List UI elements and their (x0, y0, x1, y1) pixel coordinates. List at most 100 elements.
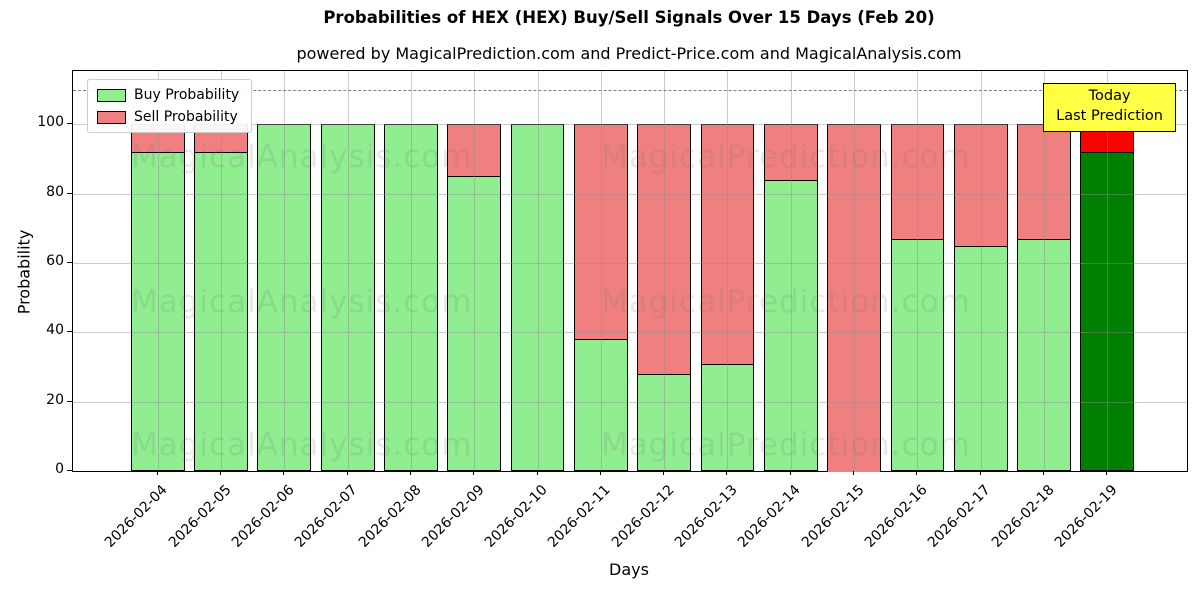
bar-2026-02-15 (822, 71, 885, 472)
v-gridline (727, 71, 729, 471)
legend-swatch (97, 110, 126, 124)
bar-2026-02-17 (949, 71, 1012, 471)
y-tick-label: 20 (46, 391, 64, 408)
sell-segment (701, 125, 754, 365)
v-gridline (347, 71, 349, 471)
x-tick-mark (219, 471, 221, 475)
v-gridline (980, 71, 982, 471)
buy-segment (891, 239, 944, 470)
y-tick-mark (67, 470, 72, 471)
watermark-text: MagicalPrediction.com (601, 284, 971, 320)
watermark-text: MagicalPrediction.com (601, 139, 971, 175)
v-gridline (474, 71, 476, 471)
chart-subtitle: powered by MagicalPrediction.com and Pre… (296, 44, 962, 63)
buy-segment (258, 125, 311, 470)
today-annotation-line: Last Prediction (1056, 107, 1163, 124)
x-tick-mark (663, 471, 665, 475)
legend: Buy Probability Sell Probability (87, 79, 253, 133)
bar-2026-02-13 (696, 71, 759, 471)
today-annotation-line: Today (1088, 88, 1131, 104)
x-tick-mark (979, 471, 981, 475)
h-gridline (73, 263, 1187, 265)
bar-stack (130, 124, 185, 471)
h-gridline (73, 332, 1187, 334)
bar-stack (890, 124, 945, 471)
bar-stack (700, 124, 755, 471)
v-gridline (600, 71, 602, 471)
watermark-text: MagicalAnalysis.com (131, 284, 473, 320)
watermark-text: MagicalPrediction.com (601, 427, 971, 463)
y-tick-mark (67, 331, 72, 333)
bar-stack (447, 124, 502, 471)
v-gridline (917, 71, 919, 471)
x-tick-mark (346, 471, 348, 475)
x-tick-mark (473, 471, 475, 475)
v-gridline (854, 71, 856, 471)
x-tick-mark (789, 471, 791, 475)
y-tick-label: 100 (37, 114, 64, 131)
legend-item: Buy Probability (97, 87, 239, 103)
v-gridline (284, 71, 286, 471)
bar-stack (1017, 124, 1071, 471)
x-tick-mark (283, 471, 285, 475)
bar-stack (637, 124, 692, 471)
bar-stack (953, 124, 1008, 471)
y-tick-mark (67, 192, 72, 194)
bar-stack (384, 124, 438, 471)
buy-segment (131, 153, 184, 470)
buy-segment (638, 374, 691, 470)
sell-segment (574, 125, 627, 341)
bar-stack (573, 124, 628, 471)
buy-segment (1081, 153, 1134, 470)
bar-2026-02-08 (379, 71, 442, 471)
sell-segment (1018, 125, 1070, 240)
v-gridline (790, 71, 792, 471)
bar-2026-02-16 (886, 71, 949, 471)
sell-segment (954, 125, 1007, 247)
buy-segment (764, 180, 817, 470)
x-tick-mark (726, 471, 728, 475)
bar-2026-02-07 (316, 71, 379, 471)
x-tick-mark (1043, 471, 1045, 475)
x-tick-mark (599, 471, 601, 475)
chart-title: Probabilities of HEX (HEX) Buy/Sell Sign… (323, 8, 935, 27)
y-tick-label: 40 (46, 322, 64, 339)
v-gridline (664, 71, 666, 471)
sell-segment (891, 125, 944, 240)
bar-stack (510, 124, 565, 471)
buy-segment (511, 125, 564, 470)
buy-segment (448, 177, 501, 470)
bar-2026-02-06 (253, 71, 316, 471)
legend-item: Sell Probability (97, 109, 239, 125)
buy-segment (195, 153, 247, 470)
x-axis-label: Days (609, 560, 649, 579)
h-gridline (73, 401, 1187, 403)
v-gridline (410, 71, 412, 471)
x-tick-mark (536, 471, 538, 475)
y-tick-label: 60 (46, 253, 64, 270)
x-tick-mark (156, 471, 158, 475)
sell-segment (828, 125, 880, 472)
legend-label: Sell Probability (134, 109, 238, 125)
y-tick-mark (67, 262, 72, 264)
buy-segment (574, 340, 627, 470)
buy-segment (954, 246, 1007, 470)
y-tick-mark (67, 400, 72, 402)
y-tick-mark (67, 123, 72, 125)
bar-stack (1080, 124, 1135, 471)
watermark-text: MagicalAnalysis.com (131, 139, 473, 175)
h-gridline (73, 193, 1187, 195)
buy-segment (701, 364, 754, 470)
buy-segment (1018, 239, 1070, 470)
x-tick-mark (1106, 471, 1108, 475)
plot-area: MagicalAnalysis.com MagicalPrediction.com… (72, 70, 1188, 472)
y-axis-label: Probability (14, 229, 34, 315)
x-tick-mark (916, 471, 918, 475)
sell-segment (448, 125, 501, 178)
y-tick-label: 0 (55, 461, 64, 477)
bar-2026-02-10 (506, 71, 569, 471)
y-tick-label: 80 (46, 183, 64, 200)
bar-2026-02-12 (633, 71, 696, 471)
bar-2026-02-09 (443, 71, 506, 471)
x-tick-mark (853, 471, 855, 475)
